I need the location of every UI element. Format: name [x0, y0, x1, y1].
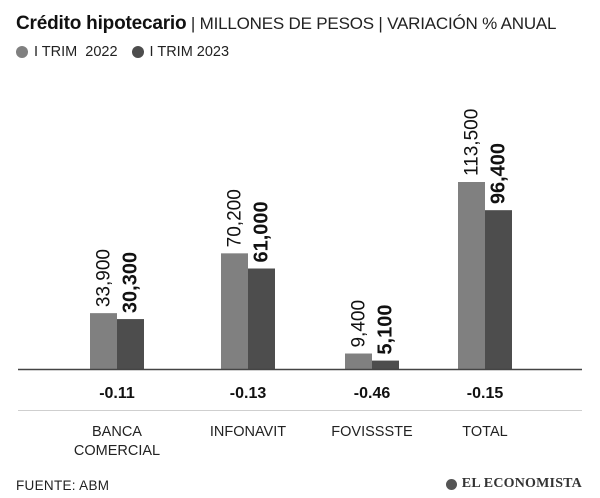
- category-label-infonavit: INFONAVIT: [210, 424, 286, 440]
- brand-name: EL ECONOMISTA: [461, 476, 582, 491]
- bar-total-2023: [485, 210, 512, 369]
- title-separator-1: |: [186, 14, 200, 33]
- bar-banca-comercial-2022: [90, 313, 117, 369]
- data-label-banca-comercial-2023: 30,300: [120, 252, 142, 313]
- data-label-infonavit-2022: 70,200: [225, 189, 246, 247]
- variation-label-total: -0.15: [467, 385, 504, 402]
- legend-dot-2023: [131, 46, 144, 58]
- category-label-banca-comercial-line-2: COMERCIAL: [74, 443, 160, 459]
- chart-legend: I TRIM 2022 I TRIM 2023: [16, 44, 243, 60]
- globe-icon: [445, 478, 457, 490]
- chart-title-main: Crédito hipotecario: [16, 13, 187, 34]
- legend-item-2022: I TRIM 2022: [16, 44, 118, 60]
- category-label-fovissste: FOVISSSTE: [331, 424, 413, 440]
- bar-fovissste-2023: [372, 360, 399, 369]
- legend-item-2023: I TRIM 2023: [131, 44, 230, 60]
- data-label-fovissste-2023: 5,100: [375, 305, 397, 355]
- data-label-fovissste-2022: 9,400: [349, 300, 370, 348]
- chart-title: Crédito hipotecario | MILLONES DE PESOS …: [16, 13, 557, 35]
- legend-label-2023: I TRIM 2023: [149, 44, 230, 60]
- bar-total-2022: [458, 182, 485, 369]
- legend-label-2022: I TRIM 2022: [34, 44, 118, 60]
- variation-label-banca-comercial: -0.11: [99, 385, 135, 402]
- bar-infonavit-2023: [248, 268, 275, 369]
- category-label-banca-comercial-line-1: BANCA: [92, 424, 142, 440]
- chart-subtitle-variation: VARIACIÓN % ANUAL: [387, 14, 557, 33]
- variation-label-infonavit: -0.13: [230, 385, 267, 402]
- legend-dot-2022: [16, 46, 28, 58]
- variation-label-fovissste: -0.46: [354, 385, 391, 402]
- data-label-banca-comercial-2022: 33,900: [94, 249, 115, 307]
- data-label-infonavit-2023: 61,000: [251, 201, 273, 262]
- bar-infonavit-2022: [221, 253, 248, 369]
- chart-subtitle-units: MILLONES DE PESOS: [199, 14, 374, 33]
- category-label-total: TOTAL: [462, 424, 507, 440]
- brand-logo: EL ECONOMISTA: [445, 476, 582, 492]
- data-label-total-2023: 96,400: [488, 143, 510, 204]
- data-label-total-2022: 113,500: [462, 109, 483, 176]
- bar-banca-comercial-2023: [117, 319, 144, 369]
- title-separator-2: |: [373, 14, 388, 33]
- chart-source: FUENTE: ABM: [16, 478, 110, 493]
- bar-fovissste-2022: [345, 353, 372, 369]
